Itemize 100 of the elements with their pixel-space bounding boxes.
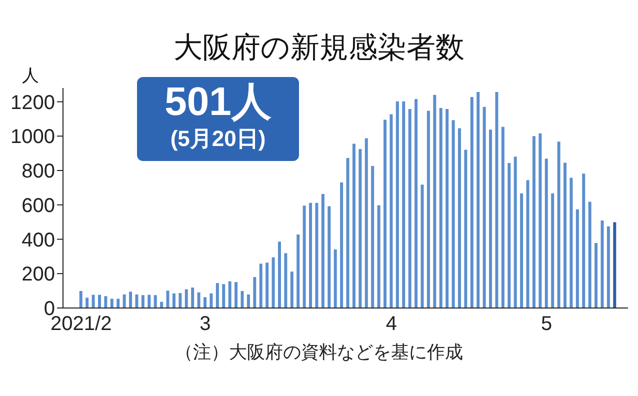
bar (588, 202, 592, 308)
bar (576, 209, 579, 308)
bar (222, 284, 226, 308)
bar (290, 272, 294, 308)
bar (197, 292, 200, 308)
y-tick-label: 800 (22, 160, 55, 183)
y-axis-title: 人 (22, 65, 39, 87)
text: （注）大阪府の資料などを基に作成 (174, 341, 464, 364)
bar (172, 293, 176, 308)
bar (358, 149, 362, 308)
bar (122, 294, 126, 308)
bar (489, 130, 492, 308)
bar (216, 283, 219, 308)
bar (92, 294, 95, 308)
bar (446, 108, 449, 308)
bar (538, 133, 542, 308)
bar (464, 150, 468, 308)
bar (495, 92, 498, 308)
bar (284, 253, 288, 308)
y-tick-label: 600 (22, 194, 55, 217)
y-tick-label: 200 (22, 264, 55, 286)
bar (582, 174, 586, 308)
bar (210, 293, 213, 308)
bar (606, 226, 610, 308)
bar (234, 282, 238, 308)
bar (594, 243, 598, 308)
bar (104, 296, 108, 308)
bar (414, 99, 418, 308)
x-tick-label: 3 (200, 313, 211, 336)
bar (191, 288, 194, 308)
bar (544, 158, 548, 308)
chart-title: 大阪府の新規感染者数 (174, 32, 464, 64)
bar (384, 120, 387, 308)
bar (439, 108, 442, 308)
bar (246, 294, 250, 308)
bar (426, 110, 430, 308)
bar (570, 178, 573, 308)
bar (526, 180, 530, 308)
bar (204, 297, 207, 308)
bar (321, 194, 324, 308)
bar (98, 294, 101, 308)
bar (377, 205, 380, 308)
bar (278, 242, 281, 308)
bar (166, 290, 170, 308)
bar (420, 184, 424, 308)
bar (514, 156, 517, 308)
annotation: (5月20日) (169, 125, 267, 153)
bar (116, 298, 120, 308)
bar (328, 206, 331, 308)
annotation: 501人 (164, 79, 272, 125)
bar (408, 108, 412, 308)
bar (557, 142, 560, 308)
x-tick-label: 4 (386, 313, 398, 336)
bar (86, 298, 89, 308)
bar (296, 234, 300, 308)
bar (129, 292, 132, 308)
bar (520, 193, 524, 308)
bar (346, 158, 350, 308)
bar (600, 220, 604, 308)
bar (371, 166, 374, 308)
bar (482, 106, 486, 308)
bar (390, 114, 393, 308)
bar (501, 126, 504, 308)
bar (564, 162, 567, 308)
bar (402, 101, 406, 308)
bar (315, 202, 318, 308)
bar (340, 182, 344, 308)
bar (272, 257, 275, 308)
bar (228, 281, 232, 308)
bar (240, 290, 244, 308)
bar (508, 162, 511, 308)
bar (302, 206, 306, 308)
y-tick-label: 1200 (10, 92, 55, 114)
bar (532, 136, 536, 308)
bar (141, 295, 144, 308)
bar (470, 96, 474, 308)
bar (476, 92, 480, 308)
bar (253, 277, 256, 308)
bar (79, 290, 82, 308)
bar (110, 298, 114, 308)
bar (154, 295, 157, 308)
bar (135, 294, 138, 308)
bar (259, 264, 262, 308)
x-tick-label: 5 (541, 313, 552, 336)
bar (452, 120, 455, 308)
bar (334, 249, 337, 308)
bar (178, 293, 182, 308)
bar (396, 101, 399, 308)
bar (352, 144, 356, 308)
bar (613, 222, 616, 308)
y-tick-label: 400 (22, 229, 55, 252)
bar (148, 294, 151, 308)
bar (309, 202, 312, 308)
y-tick-label: 1000 (10, 126, 55, 148)
bar (266, 262, 269, 308)
bar (433, 94, 436, 308)
bar (364, 138, 368, 308)
bar (458, 128, 461, 308)
bar (551, 193, 554, 308)
bar (184, 289, 188, 308)
